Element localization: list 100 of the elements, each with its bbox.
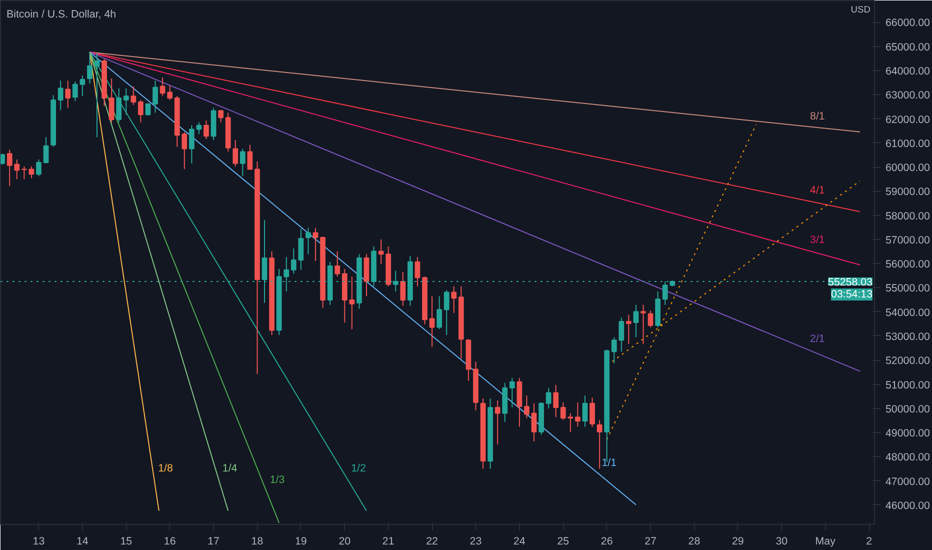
text: Bitcoin / U.S. Dollar, 4h	[6, 8, 116, 20]
x-tick-label: May	[815, 536, 836, 548]
y-tick-label: 59000.00	[886, 186, 930, 198]
candlestick	[546, 387, 552, 409]
x-tick-label: 26	[600, 536, 613, 548]
x-tick-label: 28	[688, 536, 700, 548]
candlestick	[436, 296, 442, 330]
y-tick-label: 65000.00	[886, 41, 930, 54]
series-label: 4/1	[810, 184, 825, 197]
x-tick-label: 16	[164, 536, 176, 548]
candlestick	[196, 122, 202, 135]
candlestick	[618, 317, 624, 352]
candlestick	[364, 254, 370, 297]
y-tick-label: 63000.00	[886, 90, 930, 102]
x-tick-label: 14	[76, 536, 88, 548]
series-label: 8/1	[810, 110, 825, 122]
candlestick	[58, 80, 64, 110]
ref-line-label: 55258.03	[828, 276, 873, 288]
candlestick	[334, 250, 340, 278]
y-tick-label: 64000.00	[886, 65, 930, 78]
candlestick	[204, 120, 209, 140]
candlestick	[130, 86, 136, 106]
y-tick-label: 61000.00	[886, 138, 930, 150]
x-tick-label: 20	[338, 536, 351, 548]
candlestick	[429, 296, 435, 348]
candlestick	[43, 136, 49, 164]
candlestick	[553, 384, 559, 418]
y-tick-label: 62000.00	[886, 114, 930, 126]
y-tick-label: 50000.00	[886, 403, 930, 416]
candlestick	[582, 395, 588, 428]
candlestick	[626, 314, 632, 344]
candlestick	[596, 419, 602, 470]
candlestick	[524, 395, 530, 419]
x-tick-label: 24	[514, 536, 526, 548]
candlestick	[21, 166, 27, 180]
candlestick	[306, 227, 311, 255]
candlestick	[116, 88, 122, 123]
y-tick-label: 56000.00	[886, 258, 930, 271]
candlestick	[640, 304, 646, 344]
candlestick	[72, 81, 78, 102]
candlestick	[349, 276, 355, 330]
y-tick-label: 47000.00	[886, 476, 930, 488]
y-tick-label: 58000.00	[886, 210, 930, 222]
candlestick	[451, 286, 457, 314]
candlestick	[80, 75, 86, 97]
x-tick-label: 22	[426, 536, 438, 548]
candlestick	[648, 310, 654, 328]
candlestick	[28, 166, 34, 179]
candlestick	[123, 88, 129, 116]
candlestick	[65, 80, 71, 108]
candlestick	[160, 76, 166, 97]
candlestick	[400, 271, 406, 306]
candlestick	[575, 402, 580, 428]
series-label: 1/3	[270, 474, 285, 486]
series-label: 1/2	[351, 462, 366, 475]
y-tick-label: 53000.00	[886, 330, 930, 343]
x-tick-label: 15	[120, 536, 132, 548]
candlestick	[444, 290, 450, 336]
candlestick	[633, 304, 639, 338]
candlestick	[531, 402, 537, 442]
candlestick	[218, 109, 224, 123]
candlestick	[240, 148, 246, 177]
candlestick	[152, 80, 158, 114]
candlestick	[290, 248, 296, 274]
candlestick	[298, 228, 304, 270]
candlestick	[108, 78, 114, 123]
x-tick-label: 19	[295, 536, 307, 548]
x-tick-label: 21	[382, 536, 394, 548]
candlestick	[509, 377, 515, 408]
candlestick	[145, 103, 151, 116]
series-label: 1/8	[158, 462, 173, 475]
y-tick-label: 46000.00	[886, 500, 930, 512]
x-tick-label: 17	[208, 536, 220, 548]
candlestick	[167, 84, 173, 100]
candlestick	[590, 397, 595, 428]
candlestick	[312, 227, 318, 262]
y-tick-label: 48000.00	[886, 452, 930, 464]
series-label: 3/1	[810, 234, 825, 246]
y-axis-title: USD	[850, 4, 871, 14]
x-tick-label: 25	[557, 536, 570, 548]
y-tick-label: 57000.00	[886, 234, 930, 246]
series-label: 1/4	[222, 462, 238, 475]
annotation: 03:54:13	[831, 288, 873, 300]
candlestick	[414, 256, 420, 287]
x-tick-label: 29	[732, 536, 744, 548]
candlestick	[494, 400, 500, 445]
candlestick	[36, 159, 42, 177]
y-tick-label: 49000.00	[886, 428, 930, 440]
y-tick-label: 66000.00	[886, 17, 930, 30]
candlestick	[232, 140, 238, 167]
y-tick-label: 52000.00	[886, 355, 930, 368]
y-tick-label: 51000.00	[886, 379, 930, 392]
x-tick-label: 23	[470, 536, 482, 548]
x-tick-label: 30	[776, 536, 788, 548]
y-tick-label: 60000.00	[886, 162, 930, 174]
candlestick	[611, 336, 617, 364]
x-tick-label: 2	[866, 536, 872, 548]
x-tick-label: 18	[251, 536, 264, 548]
y-tick-label: 54000.00	[886, 306, 930, 319]
candlestick	[189, 124, 194, 164]
